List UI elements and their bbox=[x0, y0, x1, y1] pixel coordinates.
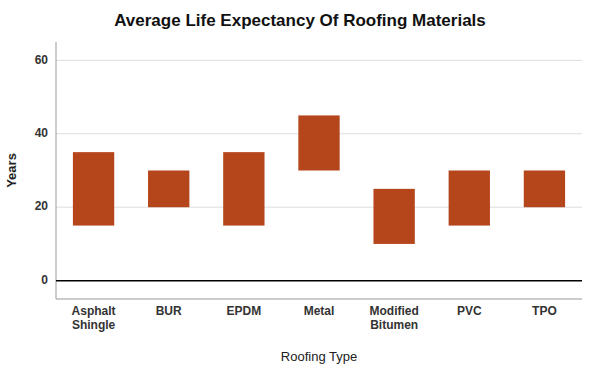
title: Average Life Expectancy Of Roofing Mater… bbox=[114, 11, 486, 30]
x-tick-label: EPDM bbox=[227, 304, 262, 318]
grid bbox=[56, 60, 582, 280]
y-tick-label: 0 bbox=[41, 273, 48, 287]
grid-line bbox=[56, 280, 582, 281]
bar bbox=[449, 171, 490, 226]
bar bbox=[73, 152, 114, 225]
bar bbox=[223, 152, 264, 225]
x-tick-label: Metal bbox=[304, 304, 335, 318]
x-tick-label: TPO bbox=[532, 304, 557, 318]
y-tick-label: 20 bbox=[35, 199, 49, 213]
grid-line bbox=[56, 60, 582, 61]
chart-svg: 0 20 40 60 AsphaltShingle BUR EPDM Metal Modifie… bbox=[0, 0, 600, 371]
x-tick-label: AsphaltShingle bbox=[72, 304, 116, 332]
y-axis-label: Years bbox=[4, 153, 19, 188]
bars bbox=[73, 115, 565, 244]
y-tick-label: 40 bbox=[35, 126, 49, 140]
y-tick-label: 60 bbox=[35, 53, 49, 67]
x-tick-label: BUR bbox=[156, 304, 182, 318]
x-tick-label: ModifiedBitumen bbox=[369, 304, 418, 332]
bar bbox=[298, 115, 339, 170]
grid-line bbox=[56, 207, 582, 208]
x-axis-label: Roofing Type bbox=[281, 349, 357, 364]
x-tick-label: PVC bbox=[457, 304, 482, 318]
bar bbox=[148, 171, 189, 208]
y-axis-line bbox=[56, 42, 57, 299]
bar bbox=[373, 189, 414, 244]
zero-line bbox=[56, 280, 582, 282]
x-axis-line bbox=[56, 299, 582, 300]
chart-container: 0 20 40 60 AsphaltShingle BUR EPDM Metal Modifie… bbox=[0, 0, 600, 371]
bar bbox=[524, 171, 565, 208]
